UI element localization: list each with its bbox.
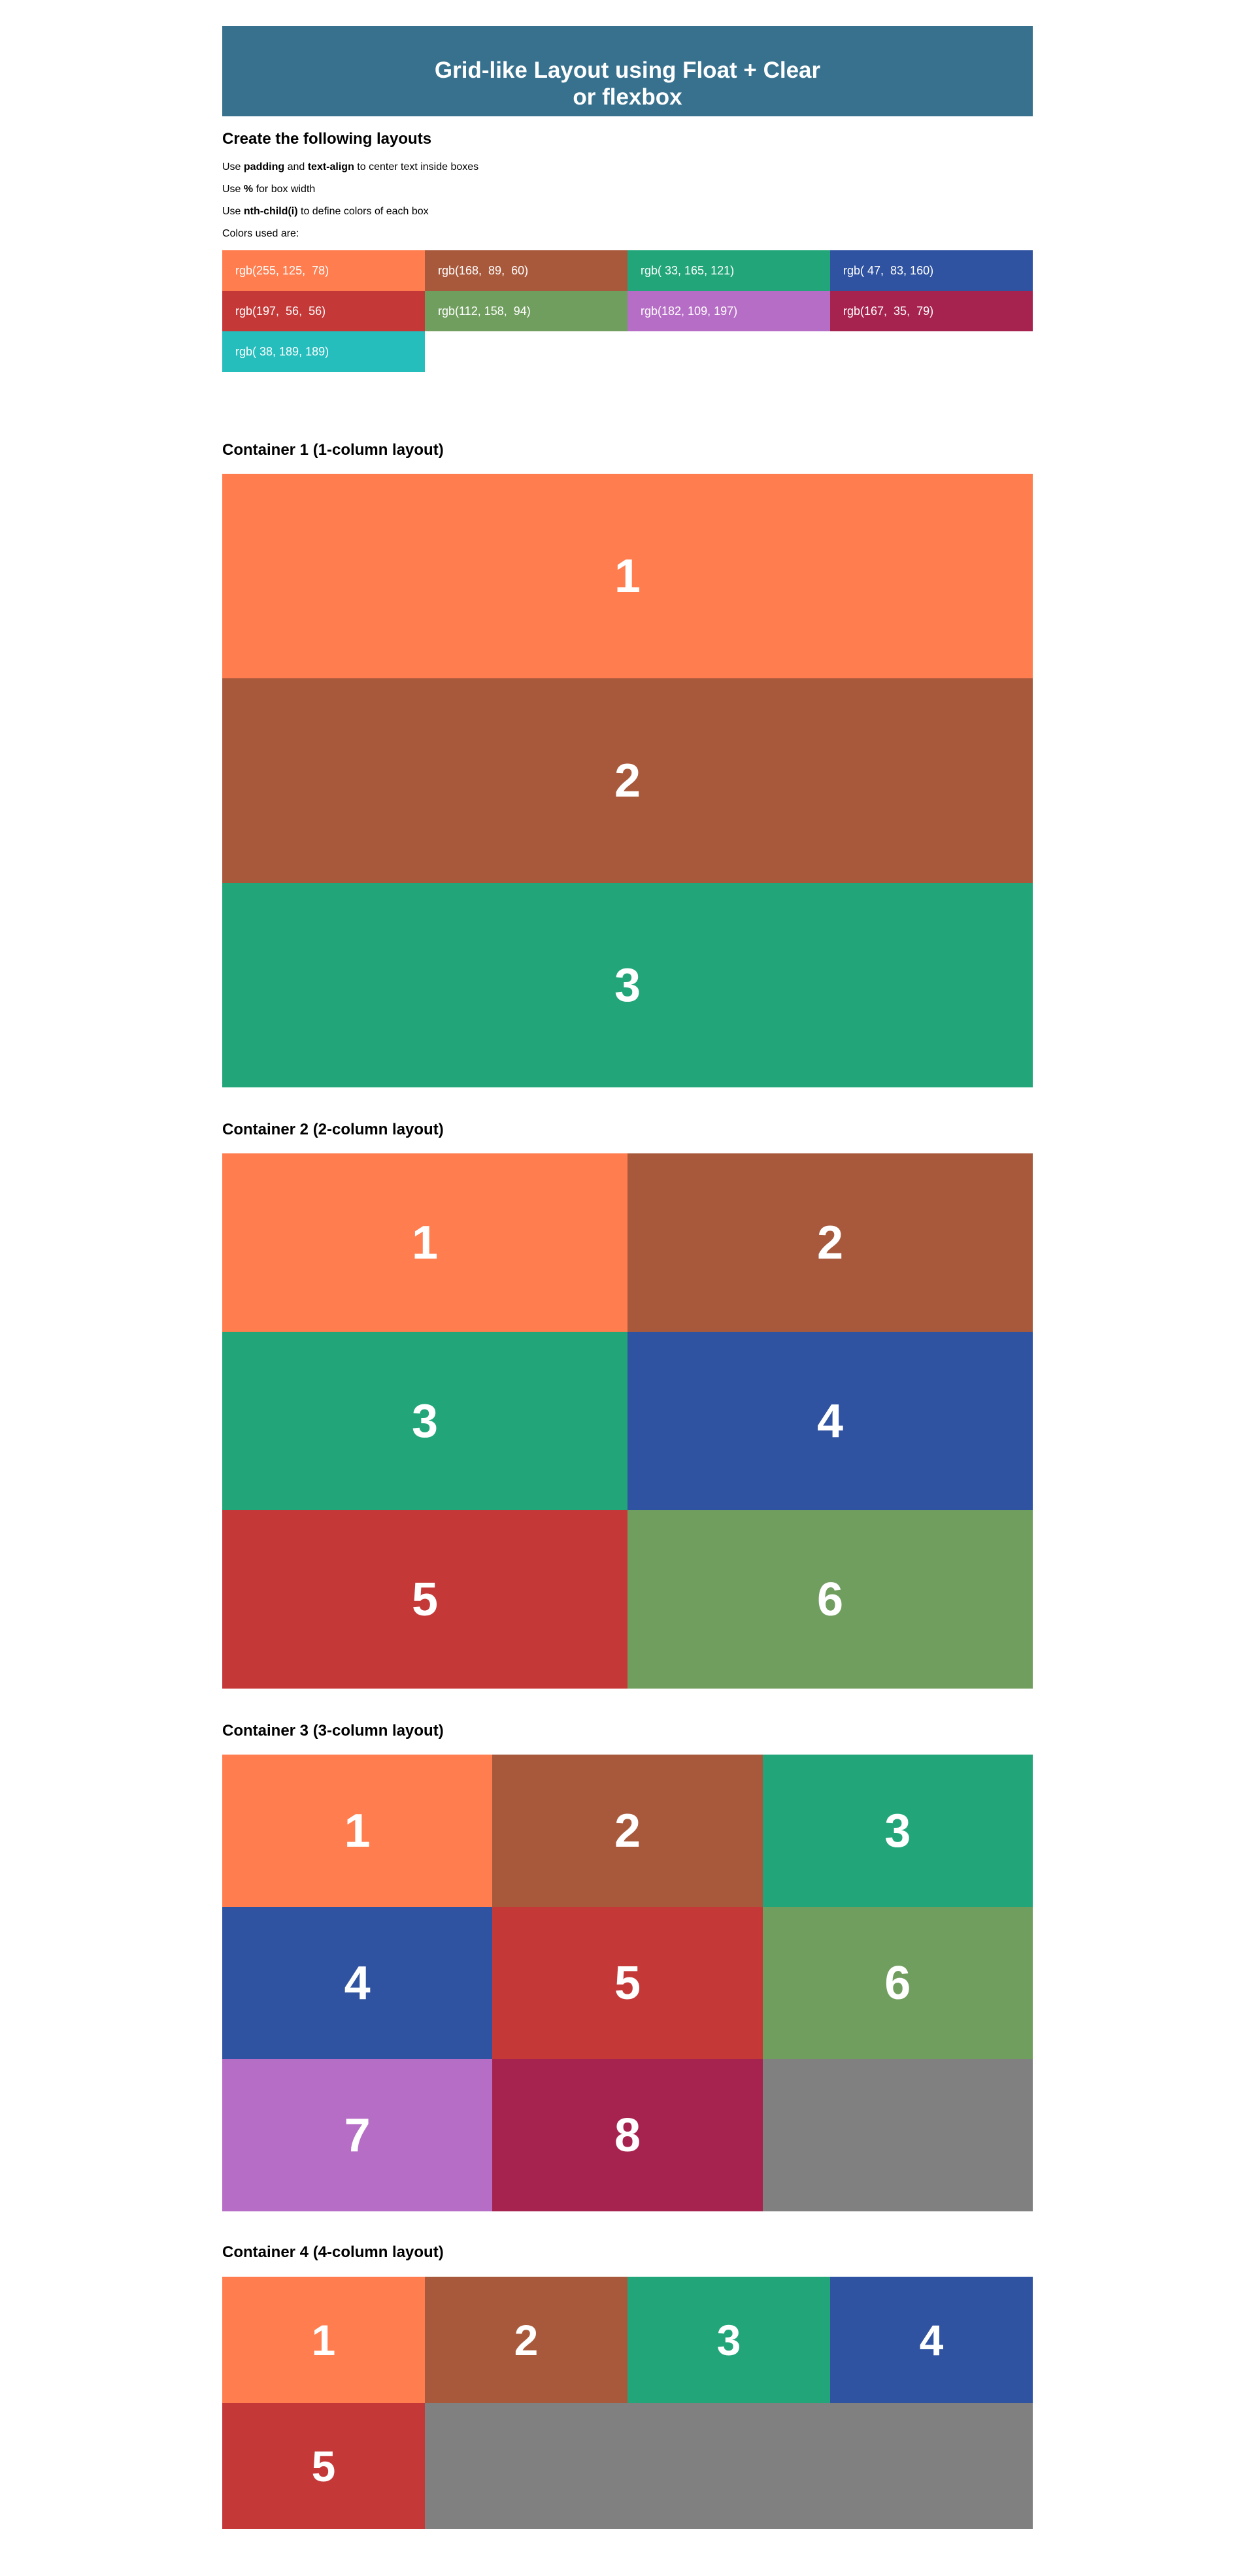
color-swatch: rgb(167, 35, 79) [830,291,1033,331]
layout-box: 1 [222,1153,628,1332]
layout-box: 6 [762,1907,1033,2059]
layout-box: 1 [222,1755,493,1907]
layout-box: 4 [628,1332,1033,1510]
empty-cell-filler [425,2403,1033,2529]
empty-cell-filler [762,2059,1033,2211]
instruction-line-4: Colors used are: [222,227,1033,240]
instruction-keyword: % [243,184,254,195]
layout-box: 5 [492,1907,763,2059]
container-2-heading-wrap: Container 2 (2-column layout) [222,1120,1033,1140]
layout-box: 5 [222,1510,628,1689]
page-title-line-2: or flexbox [573,84,682,110]
page-title-line-1: Grid-like Layout using Float + Clear [434,58,821,83]
container-1-heading-wrap: Container 1 (1-column layout) [222,440,1033,460]
color-swatch: rgb( 47, 83, 160) [830,250,1033,291]
color-swatch: rgb(197, 56, 56) [222,291,425,331]
instruction-keyword: text-align [307,161,354,173]
container-4-heading-wrap: Container 4 (4-column layout) [222,2243,1033,2262]
layout-box: 2 [628,1153,1033,1332]
layout-box: 3 [628,2277,830,2403]
layout-box: 2 [492,1755,763,1907]
instructions: Create the following layouts [222,129,1033,149]
color-swatch: rgb( 38, 189, 189) [222,331,425,372]
container-2-heading: Container 2 (2-column layout) [222,1121,444,1138]
layout-box: 3 [222,1332,628,1510]
instruction-text: and [284,161,308,173]
page-header: Grid-like Layout using Float + Clear or … [222,26,1033,116]
instruction-line-2: Use % for box width [222,183,1033,196]
instruction-text: Use [222,184,244,195]
color-swatch: rgb( 33, 165, 121) [628,250,830,291]
layout-box: 4 [222,1907,493,2059]
container-3-heading: Container 3 (3-column layout) [222,1722,444,1740]
instruction-text: Use [222,206,244,217]
layout-box: 7 [222,2059,493,2211]
layout-box: 4 [830,2277,1033,2403]
layout-box: 1 [222,2277,425,2403]
layout-box: 2 [222,678,1033,883]
container-4-heading: Container 4 (4-column layout) [222,2243,444,2261]
instruction-keyword: nth-child(i) [243,206,298,217]
instruction-line-3: Use nth-child(i) to define colors of eac… [222,205,1033,218]
color-swatch: rgb(255, 125, 78) [222,250,425,291]
layout-box: 5 [222,2403,425,2529]
color-swatch: rgb(112, 158, 94) [425,291,628,331]
layout-box: 2 [425,2277,628,2403]
layout-box: 8 [492,2059,763,2211]
instruction-text: to define colors of each box [297,206,429,217]
layout-box: 3 [222,883,1033,1087]
instruction-text: Use [222,161,244,173]
layout-box: 1 [222,474,1033,678]
instruction-text: for box width [253,184,316,195]
instruction-keyword: padding [243,161,285,173]
container-3-heading-wrap: Container 3 (3-column layout) [222,1721,1033,1741]
instruction-text: to center text inside boxes [354,161,479,173]
instructions-heading: Create the following layouts [222,130,432,148]
layout-box: 3 [762,1755,1033,1907]
instruction-text: Colors used are: [222,228,299,239]
color-swatch: rgb(182, 109, 197) [628,291,830,331]
layout-box: 6 [628,1510,1033,1689]
instruction-line-1: Use padding and text-align to center tex… [222,161,1033,174]
container-1-heading: Container 1 (1-column layout) [222,441,444,459]
color-swatch: rgb(168, 89, 60) [425,250,628,291]
